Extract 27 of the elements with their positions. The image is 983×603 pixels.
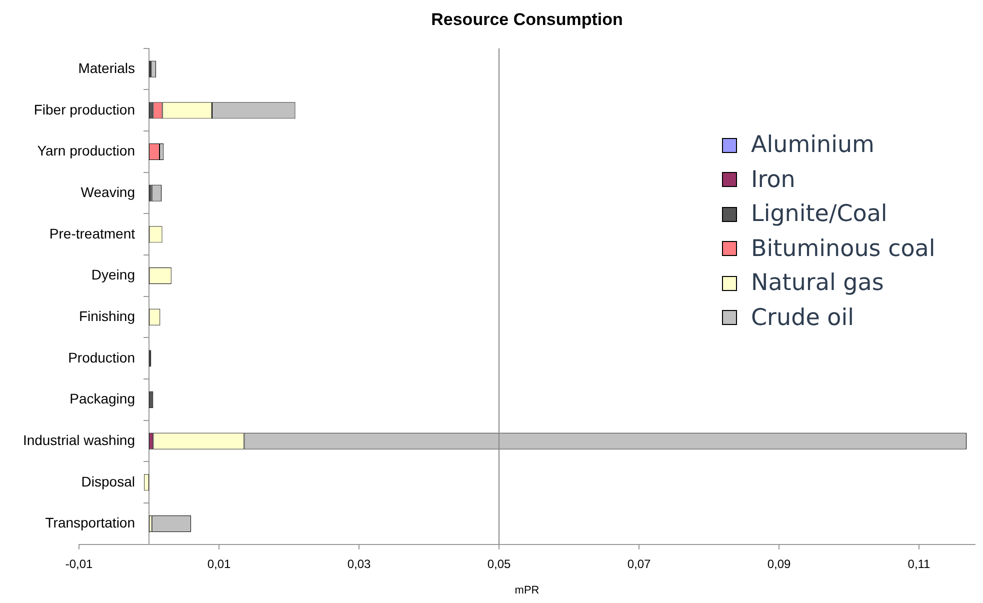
y-tick-label: Dyeing xyxy=(91,266,135,283)
x-tick-label: 0,07 xyxy=(627,556,651,571)
x-tick-label: -0,01 xyxy=(65,556,93,571)
y-tick-label: Yarn production xyxy=(37,142,135,159)
y-tick-label: Packaging xyxy=(70,390,135,407)
y-tick-label: Production xyxy=(68,349,135,366)
x-axis-title: mPR xyxy=(514,584,540,596)
y-tick-label: Industrial washing xyxy=(22,432,135,448)
y-tick-label: Fiber production xyxy=(34,101,135,118)
y-tick-label: Weaving xyxy=(80,184,135,200)
legend-label: Natural gas xyxy=(751,270,884,296)
x-tick-label: 0,09 xyxy=(767,556,791,571)
y-tick-label: Pre-treatment xyxy=(49,225,136,242)
legend-label: Lignite/Coal xyxy=(751,201,888,228)
y-tick-label: Transportation xyxy=(45,514,135,531)
legend-label: Crude oil xyxy=(751,304,854,331)
x-tick-label: 0,01 xyxy=(207,556,231,571)
y-tick-label: Finishing xyxy=(78,308,135,324)
y-tick-label: Disposal xyxy=(81,473,135,490)
x-tick-label: 0,03 xyxy=(347,556,371,571)
chart-title: Resource Consumption xyxy=(431,10,623,29)
x-tick-label: 0,11 xyxy=(908,556,931,571)
y-tick-label: Materials xyxy=(78,60,135,76)
legend-label: Aluminium xyxy=(751,132,874,158)
legend-label: Bituminous coal xyxy=(751,236,936,262)
x-tick-label: 0,05 xyxy=(487,556,511,571)
legend-label: Iron xyxy=(751,166,796,193)
